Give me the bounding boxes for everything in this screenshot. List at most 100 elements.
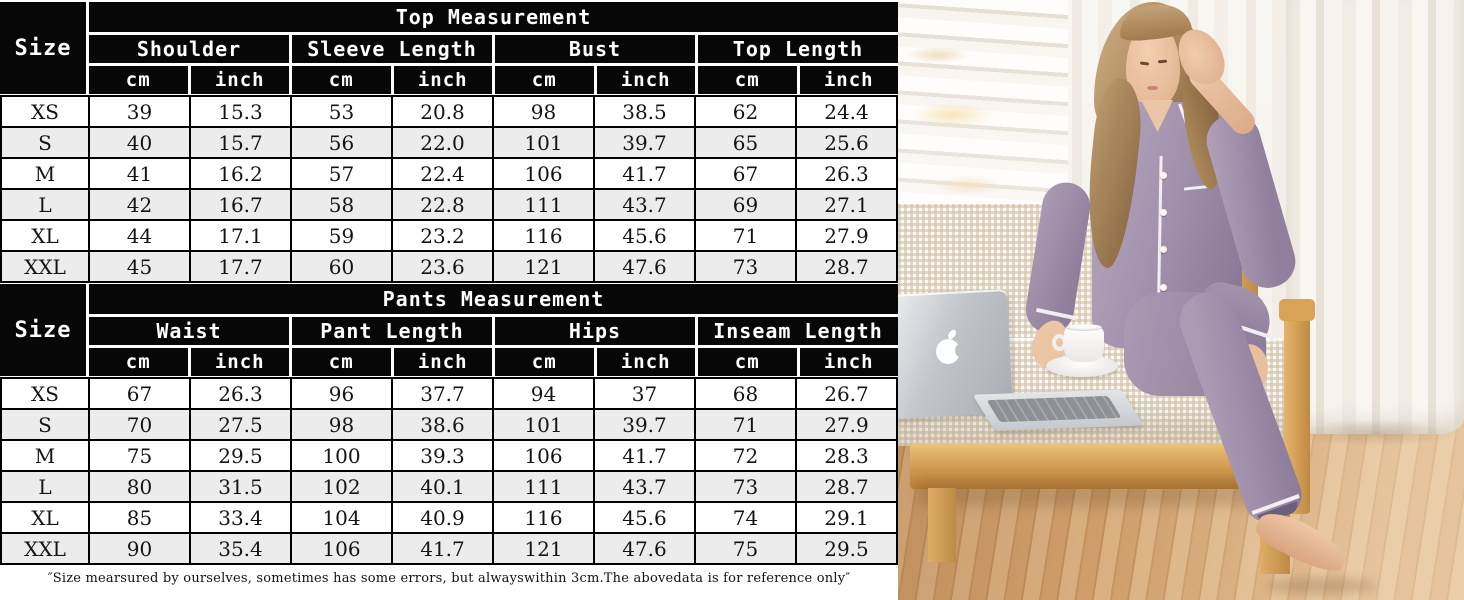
value-cell: 15.7 [191,128,290,157]
laptop-keyboard [986,395,1122,423]
value-cell: 27.9 [797,221,896,250]
value-cell: 71 [696,410,795,439]
unit-header: cm [292,66,391,94]
value-cell: 40 [90,128,189,157]
value-cell: 47.6 [595,252,694,281]
size-column-header: Size [0,284,86,376]
value-cell: 15.3 [191,97,290,126]
bench-armrest-right-cap [1279,299,1315,321]
value-cell: 43.7 [595,472,694,501]
coffee-cup [1064,324,1104,362]
value-cell: 23.6 [393,252,492,281]
value-cell: 22.8 [393,190,492,219]
unit-header: cm [495,348,594,376]
value-cell: 69 [696,190,795,219]
value-cell: 68 [696,379,795,408]
unit-header: cm [698,348,797,376]
column-group-headers: Waist Pant Length Hips Inseam Length [89,317,898,345]
top-measurement-table: Size Top Measurement Shoulder Sleeve Leng… [0,2,898,283]
value-cell: 17.1 [191,221,290,250]
value-cell: 44 [90,221,189,250]
value-cell: 45.6 [595,221,694,250]
value-cell: 41 [90,159,189,188]
value-cell: 41.7 [393,534,492,563]
table-body: XS 39 15.3 53 20.8 98 38.5 62 24.4 S 40 15.7 56 22.0 1… [0,95,898,283]
size-cell: S [2,410,88,439]
footnote: ″Size mearsured by ourselves, sometimes … [47,571,851,586]
column-group-headers: Shoulder Sleeve Length Bust Top Length [89,35,898,63]
size-cell: XL [2,221,88,250]
value-cell: 45 [90,252,189,281]
value-cell: 28.3 [797,441,896,470]
apple-logo-icon [934,328,965,366]
unit-header: inch [393,66,492,94]
value-cell: 23.2 [393,221,492,250]
value-cell: 27.9 [797,410,896,439]
table-title: Top Measurement [89,2,898,32]
value-cell: 26.3 [797,159,896,188]
value-cell: 39.7 [595,410,694,439]
unit-header: cm [89,66,188,94]
value-cell: 62 [696,97,795,126]
value-cell: 111 [494,472,593,501]
value-cell: 28.7 [797,252,896,281]
value-cell: 33.4 [191,503,290,532]
unit-header: inch [190,348,289,376]
bench-shadow [918,480,1288,506]
unit-header: cm [698,66,797,94]
value-cell: 41.7 [595,441,694,470]
value-cell: 72 [696,441,795,470]
value-cell: 74 [696,503,795,532]
value-cell: 58 [292,190,391,219]
column-group-header: Shoulder [89,35,289,63]
value-cell: 41.7 [595,159,694,188]
value-cell: 40.1 [393,472,492,501]
model-eye [1157,59,1168,64]
value-cell: 40.9 [393,503,492,532]
value-cell: 39.3 [393,441,492,470]
column-group-header: Waist [89,317,289,345]
size-cell: XL [2,503,88,532]
apple-logo-leaf [945,328,959,341]
value-cell: 39 [90,97,189,126]
value-cell: 65 [696,128,795,157]
value-cell: 39.7 [595,128,694,157]
value-cell: 29.5 [191,441,290,470]
value-cell: 101 [494,410,593,439]
value-cell: 59 [292,221,391,250]
value-cell: 38.6 [393,410,492,439]
value-cell: 22.0 [393,128,492,157]
value-cell: 56 [292,128,391,157]
value-cell: 60 [292,252,391,281]
unit-header: cm [495,66,594,94]
size-cell: XS [2,379,88,408]
value-cell: 26.3 [191,379,290,408]
table-header: Size Pants Measurement Waist Pant Length H… [0,284,898,376]
value-cell: 98 [292,410,391,439]
value-cell: 29.5 [797,534,896,563]
value-cell: 121 [494,534,593,563]
unit-header: inch [799,66,898,94]
value-cell: 98 [494,97,593,126]
unit-header: cm [89,348,188,376]
curtain-hem-shadow [1294,420,1458,446]
value-cell: 29.1 [797,503,896,532]
value-cell: 85 [90,503,189,532]
value-cell: 102 [292,472,391,501]
size-column-header: Size [0,2,86,94]
unit-header: inch [799,348,898,376]
column-group-header: Hips [495,317,695,345]
value-cell: 53 [292,97,391,126]
column-group-header: Sleeve Length [292,35,492,63]
value-cell: 106 [494,441,593,470]
saucer [1046,355,1118,377]
value-cell: 101 [494,128,593,157]
value-cell: 16.2 [191,159,290,188]
pajama-button [1160,172,1167,179]
value-cell: 104 [292,503,391,532]
curtain-right [1286,0,1464,434]
value-cell: 96 [292,379,391,408]
value-cell: 90 [90,534,189,563]
column-group-header: Bust [495,35,695,63]
